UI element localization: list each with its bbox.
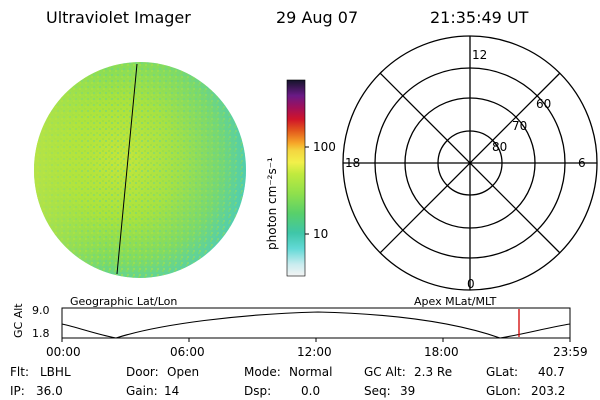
- orbit-y-tick-top: 9.0: [32, 304, 50, 317]
- glon-label: GLon:: [486, 384, 521, 398]
- mlt-label-6: 6: [578, 156, 586, 170]
- time-tick-0000: 00:00: [46, 345, 81, 359]
- time-tick-0600: 06:00: [170, 345, 205, 359]
- glat-value: 40.7: [538, 365, 565, 379]
- dsp-value: 0.0: [301, 384, 321, 398]
- dsp-label: Dsp:: [244, 384, 272, 398]
- gc-alt-label: GC Alt:: [364, 365, 406, 379]
- polar-grid: [342, 35, 598, 291]
- time-tick-1200: 12:00: [297, 345, 332, 359]
- time-tick-1800: 18:00: [424, 345, 459, 359]
- door-label: Door:: [126, 365, 159, 379]
- mlt-label-12: 12: [472, 48, 488, 62]
- filter-label: Flt:: [10, 365, 29, 379]
- uv-disk-image: [34, 62, 246, 278]
- filter-value: LBHL: [40, 365, 71, 379]
- colorbar-unit-label: photon cm⁻²s⁻¹: [265, 157, 279, 250]
- colorbar-tick-10: 10: [313, 227, 329, 241]
- ip-label: IP:: [10, 384, 25, 398]
- mode-value: Normal: [289, 365, 333, 379]
- orbit-y-tick-bottom: 1.8: [32, 327, 50, 340]
- colorbar: [286, 79, 309, 277]
- lat-label-60: 60: [536, 97, 552, 111]
- lat-label-80: 80: [492, 140, 508, 154]
- gain-label: Gain:: [126, 384, 158, 398]
- door-value: Open: [167, 365, 200, 379]
- mode-label: Mode:: [244, 365, 281, 379]
- gc-alt-value: 2.3 Re: [414, 365, 453, 379]
- ip-value: 36.0: [36, 384, 63, 398]
- date-label: 29 Aug 07: [276, 8, 359, 27]
- orbit-left-title: Geographic Lat/Lon: [70, 295, 178, 308]
- glat-label: GLat:: [486, 365, 519, 379]
- mlt-label-18: 18: [345, 156, 361, 170]
- lat-label-70: 70: [512, 119, 528, 133]
- seq-value: 39: [400, 384, 416, 398]
- orbit-right-title: Apex MLat/MLT: [414, 295, 497, 308]
- orbit-y-axis-label: GC Alt: [12, 303, 25, 338]
- instrument-title: Ultraviolet Imager: [46, 8, 191, 27]
- colorbar-tick-100: 100: [313, 140, 336, 154]
- time-label: 21:35:49 UT: [430, 8, 529, 27]
- mlt-label-0: 0: [467, 277, 475, 291]
- orbit-plot: [61, 307, 571, 342]
- gain-value: 14: [164, 384, 180, 398]
- time-tick-2359: 23:59: [553, 345, 588, 359]
- glon-value: 203.2: [531, 384, 566, 398]
- seq-label: Seq:: [364, 384, 391, 398]
- terminator-line: [116, 63, 138, 275]
